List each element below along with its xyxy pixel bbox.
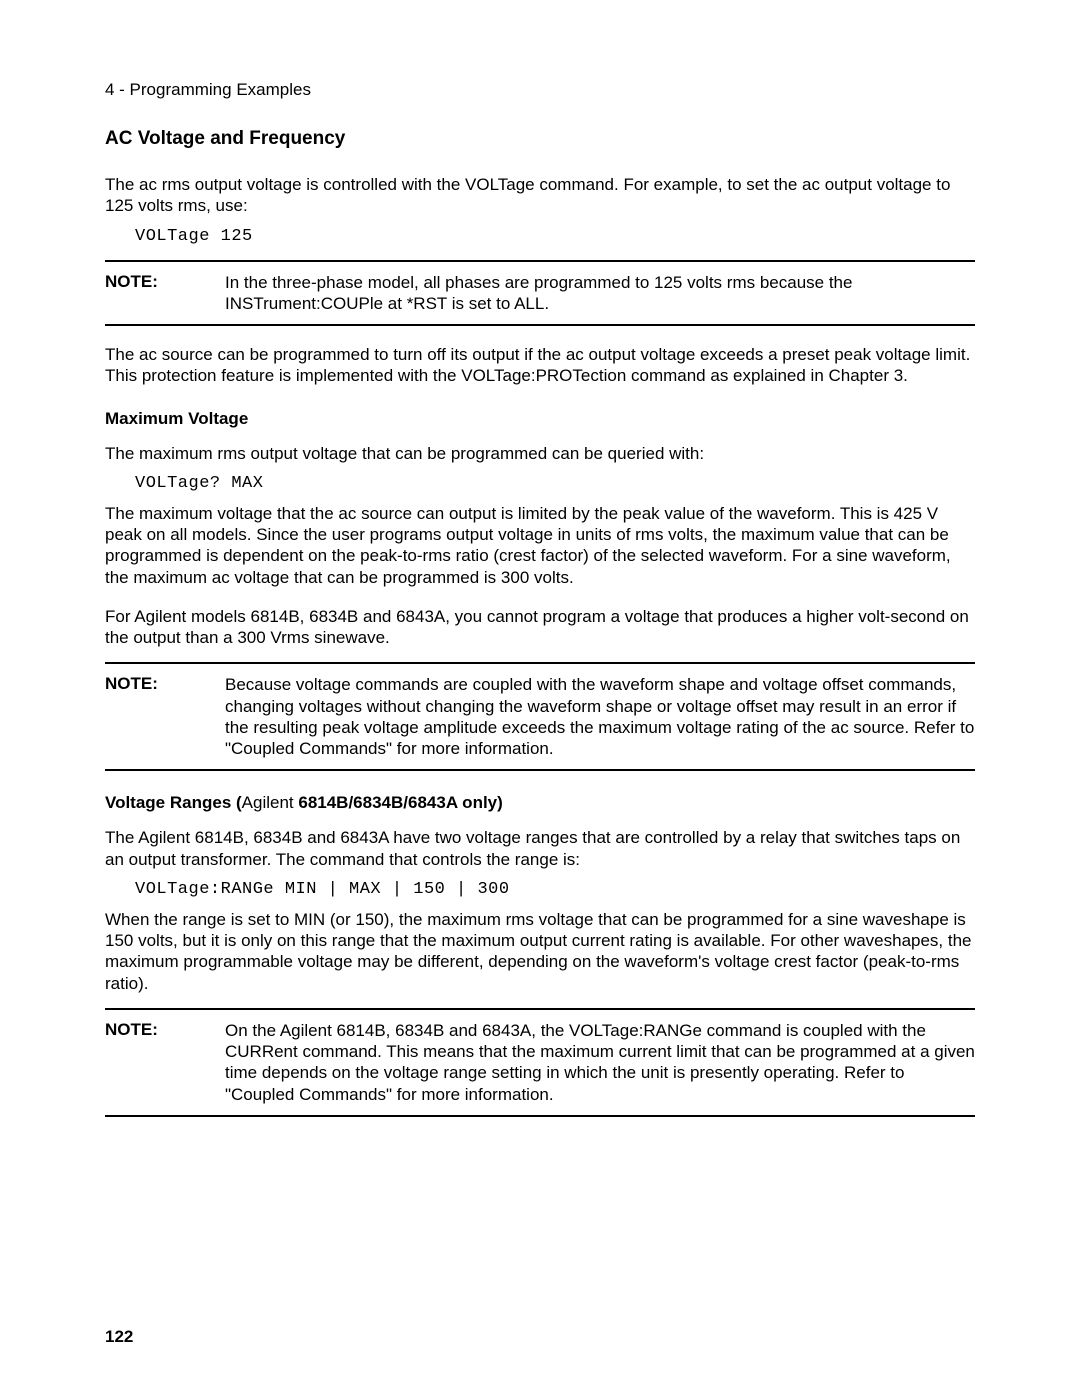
note-block-1: NOTE: In the three-phase model, all phas… xyxy=(105,260,975,327)
paragraph-intro: The ac rms output voltage is controlled … xyxy=(105,174,975,217)
page-number: 122 xyxy=(105,1327,133,1347)
paragraph-protection: The ac source can be programmed to turn … xyxy=(105,344,975,387)
paragraph-peak-limit: The maximum voltage that the ac source c… xyxy=(105,503,975,588)
sub2-part-a: Voltage Ranges ( xyxy=(105,793,242,812)
paragraph-agilent-models: For Agilent models 6814B, 6834B and 6843… xyxy=(105,606,975,649)
code-voltage-range: VOLTage:RANGe MIN | MAX | 150 | 300 xyxy=(135,880,975,899)
note-text-1: In the three-phase model, all phases are… xyxy=(225,272,975,315)
paragraph-max-query: The maximum rms output voltage that can … xyxy=(105,443,975,464)
subheading-voltage-ranges: Voltage Ranges (Agilent 6814B/6834B/6843… xyxy=(105,793,975,813)
paragraph-range-min: When the range is set to MIN (or 150), t… xyxy=(105,909,975,994)
section-title: AC Voltage and Frequency xyxy=(105,128,975,150)
document-page: 4 - Programming Examples AC Voltage and … xyxy=(0,0,1080,1397)
code-voltage-max: VOLTage? MAX xyxy=(135,474,975,493)
note-block-2: NOTE: Because voltage commands are coupl… xyxy=(105,662,975,771)
paragraph-ranges: The Agilent 6814B, 6834B and 6843A have … xyxy=(105,827,975,870)
note-text-2: Because voltage commands are coupled wit… xyxy=(225,674,975,759)
note-label: NOTE: xyxy=(105,272,225,292)
note-label: NOTE: xyxy=(105,1020,225,1040)
header-chapter: 4 - Programming Examples xyxy=(105,80,975,100)
subheading-max-voltage: Maximum Voltage xyxy=(105,409,975,429)
sub2-part-c: 6814B/6834B/6843A only) xyxy=(298,793,502,812)
note-block-3: NOTE: On the Agilent 6814B, 6834B and 68… xyxy=(105,1008,975,1117)
sub2-part-b: Agilent xyxy=(242,793,299,812)
note-text-3: On the Agilent 6814B, 6834B and 6843A, t… xyxy=(225,1020,975,1105)
code-voltage-125: VOLTage 125 xyxy=(135,227,975,246)
note-label: NOTE: xyxy=(105,674,225,694)
